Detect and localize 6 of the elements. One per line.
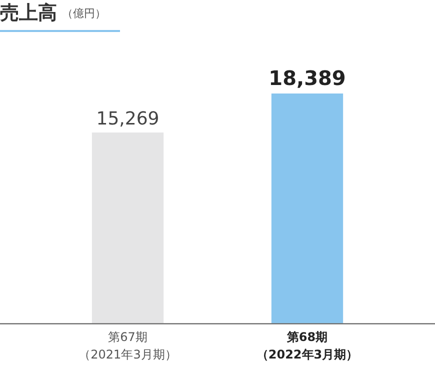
x-tick-label: 第67期（2021年3月期） [78,330,177,362]
chart-subtitle: （億円） [62,6,106,21]
data-label: 15,269 [96,108,160,130]
x-tick-label: 第68期（2022年3月期） [256,330,358,362]
chart-title: 売上高 [0,1,57,26]
data-label: 18,389 [268,66,346,90]
